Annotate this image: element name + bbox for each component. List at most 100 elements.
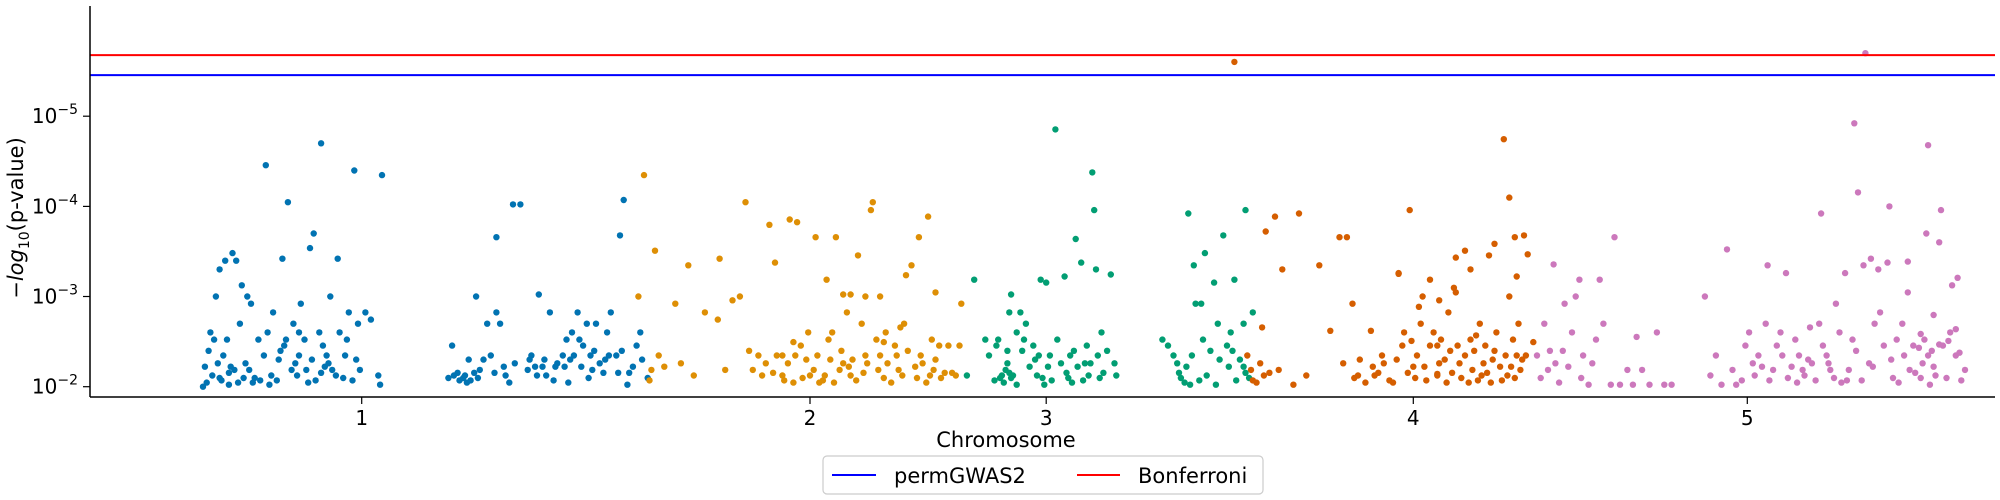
data-point-chr3-1 [971,276,978,283]
data-point-chr1-18 [233,257,240,264]
data-point-chr5-5 [1550,261,1557,268]
data-point-chr4-18 [1336,234,1343,241]
legend: permGWAS2 Bonferroni [822,455,1264,495]
data-point-chr5-37 [1729,366,1736,374]
data-point-chr3-33 [1044,363,1052,370]
data-point-chr2-55 [853,377,860,384]
data-point-chr3-37 [1054,336,1061,343]
data-point-chr1-42 [284,199,292,206]
data-point-chr4-23 [1362,379,1369,386]
data-point-chr1-146 [618,347,625,354]
data-point-chr4-2 [1247,366,1255,374]
y-axis-title-rest: (p-value) [4,137,28,231]
data-point-chr5-87 [1869,363,1877,370]
data-point-chr2-33 [797,342,804,349]
data-point-chr3-72 [1185,210,1192,217]
data-point-chr3-29 [1037,276,1044,283]
data-point-chr1-20 [234,379,242,386]
data-point-chr1-121 [550,377,557,384]
data-point-chr5-96 [1895,379,1902,386]
data-point-chr5-56 [1792,336,1799,343]
data-point-chr4-62 [1478,372,1485,379]
data-point-chr5-42 [1749,360,1757,367]
data-point-chr3-36 [1052,126,1059,133]
data-point-chr4-60 [1474,377,1482,384]
data-point-chr2-93 [958,300,965,307]
data-point-chr4-33 [1404,369,1412,376]
data-point-chr5-124 [1930,311,1937,319]
data-point-chr4-12 [1279,266,1286,273]
data-point-chr2-62 [869,199,876,206]
data-point-chr1-22 [238,282,245,289]
data-point-chr4-34 [1410,363,1417,370]
data-point-chr2-9 [685,262,692,269]
data-point-chr5-6 [1552,360,1559,367]
data-point-chr3-98 [1240,320,1247,327]
x-tick-label-3: 4 [1407,406,1420,430]
data-point-chr1-49 [301,336,308,343]
data-point-chr2-107 [840,360,847,367]
data-point-chr5-28 [1646,381,1653,388]
data-point-chr1-116 [535,291,542,298]
data-point-chr3-20 [1017,309,1024,316]
data-point-chr5-43 [1751,372,1758,379]
data-point-chr5-13 [1576,276,1583,283]
data-point-chr1-4 [209,372,216,379]
data-point-chr1-156 [493,234,500,241]
data-point-chr4-56 [1465,379,1472,386]
data-point-chr5-94 [1889,374,1897,382]
data-point-chr5-16 [1585,381,1592,388]
data-point-chr5-20 [1600,320,1607,327]
data-point-chr5-75 [1841,269,1849,277]
data-point-chr2-67 [882,329,889,336]
data-point-chr3-79 [1201,249,1209,257]
data-point-chr2-19 [755,352,762,359]
data-point-chr5-23 [1616,381,1624,388]
data-point-chr5-52 [1779,352,1786,359]
data-point-chr5-44 [1755,352,1762,359]
data-point-chr5-26 [1633,333,1640,341]
data-point-chr4-72 [1502,352,1509,359]
data-point-chr4-39 [1421,363,1428,370]
data-point-chr4-94 [1513,273,1520,280]
data-point-chr2-91 [952,372,959,379]
data-point-chr5-57 [1793,379,1801,386]
data-point-chr5-66 [1817,210,1825,217]
data-point-chr1-144 [613,352,620,359]
data-point-chr1-99 [472,293,480,300]
threshold-lines [90,54,1995,77]
data-point-chr4-99 [1511,234,1519,241]
data-point-chr5-64 [1812,377,1819,384]
data-point-chr5-100 [1906,366,1913,374]
data-point-chr5-50 [1773,342,1781,349]
data-point-chr3-46 [1074,363,1081,370]
data-point-chr1-23 [242,360,249,367]
data-point-chr1-21 [236,320,244,327]
data-point-chr5-127 [1886,203,1893,210]
data-point-chr2-2 [646,377,653,384]
data-point-chr4-43 [1430,329,1437,336]
data-point-chr1-120 [546,309,554,316]
data-point-chr2-86 [936,342,943,349]
data-point-chr2-29 [786,216,793,223]
data-point-chr1-130 [576,336,583,343]
data-point-chr2-96 [924,213,932,220]
data-point-chr1-29 [255,336,262,343]
data-point-chr1-14 [212,293,220,300]
data-point-chr3-52 [1087,360,1094,367]
data-point-chr5-76 [1843,377,1851,384]
data-point-chr1-100 [480,356,487,363]
data-point-chr5-48 [1766,377,1773,384]
data-point-chr4-10 [1271,213,1279,220]
data-point-chr4-8 [1262,228,1269,235]
data-point-chr3-65 [1164,342,1172,349]
data-point-chr3-62 [1111,360,1118,367]
data-point-chr2-15 [729,297,736,304]
data-point-chr2-98 [902,272,910,279]
data-point-chr5-14 [1578,374,1585,382]
data-point-chr1-48 [297,300,304,307]
data-point-chr3-21 [1019,347,1026,354]
data-point-chr3-96 [1249,309,1257,316]
data-point-chr1-31 [260,352,268,359]
